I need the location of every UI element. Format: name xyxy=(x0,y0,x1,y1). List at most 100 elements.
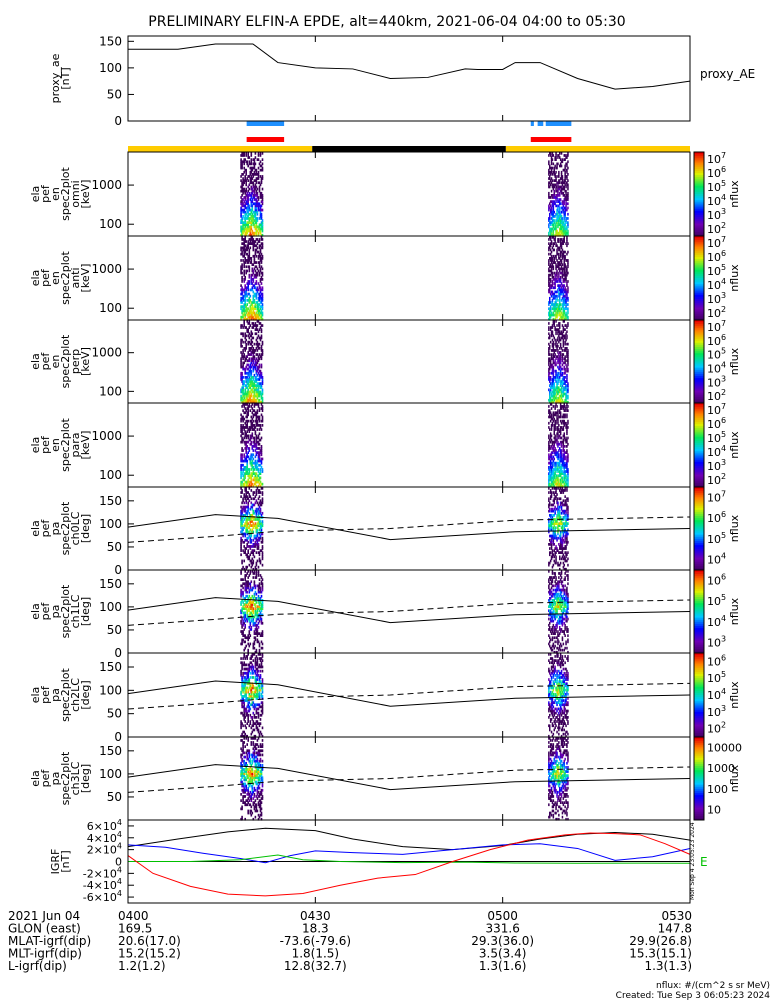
spectrogram-pixel xyxy=(565,509,567,513)
spectrogram-pixel xyxy=(550,484,553,488)
spectrogram-pixel xyxy=(566,438,568,442)
spectrogram-pixel xyxy=(561,324,564,327)
spectrogram-pixel xyxy=(257,196,260,199)
spectrogram-pixel xyxy=(249,227,252,231)
spectrogram-pixel xyxy=(244,603,246,606)
spectrogram-pixel xyxy=(243,204,245,208)
spectrogram-pixel xyxy=(556,204,558,208)
spectrogram-pixel xyxy=(248,191,251,195)
spectrogram-pixel xyxy=(560,449,563,452)
spectrogram-pixel xyxy=(552,509,555,513)
spectrogram-pixel xyxy=(550,434,553,438)
spectrogram-pixel xyxy=(559,468,562,471)
spectrogram-pixel xyxy=(567,361,569,365)
spectrogram-pixel xyxy=(556,294,558,298)
spectrogram-pixel xyxy=(246,363,248,367)
spectrogram-pixel xyxy=(242,154,244,157)
spectrogram-pixel xyxy=(565,392,567,396)
spectrogram-pixel xyxy=(563,484,565,488)
spectrogram-pixel xyxy=(246,532,248,536)
spectrogram-pixel xyxy=(247,555,249,559)
spectrogram-pixel xyxy=(556,434,558,438)
spectrogram-pixel xyxy=(559,449,562,452)
spectrogram-pixel xyxy=(560,246,563,250)
spectrogram-pixel xyxy=(244,309,246,313)
spectrogram-pixel xyxy=(550,355,553,358)
spectrogram-pixel xyxy=(243,482,245,486)
spectrogram-pixel xyxy=(243,221,245,224)
spectrogram-pixel xyxy=(552,313,555,317)
colorbar-cell xyxy=(694,538,704,542)
spectrogram-pixel xyxy=(250,187,253,191)
spectrogram-pixel xyxy=(255,288,258,292)
spectrogram-pixel xyxy=(554,472,556,475)
spectrogram-pixel xyxy=(559,181,561,185)
spectrogram-pixel xyxy=(253,390,256,394)
spectrogram-pixel xyxy=(566,403,568,406)
spectrogram-pixel xyxy=(259,369,262,373)
spectrogram-pixel xyxy=(554,551,556,554)
spectrogram-pixel xyxy=(246,497,248,501)
spectrogram-pixel xyxy=(548,154,550,157)
spectrogram-pixel xyxy=(253,545,256,548)
spectrogram-pixel xyxy=(561,284,564,287)
spectrogram-pixel xyxy=(259,373,262,377)
spectrogram-pixel xyxy=(259,206,262,210)
spectrogram-pixel xyxy=(556,328,558,331)
spectrogram-pixel xyxy=(563,474,565,478)
spectrogram-pixel xyxy=(563,434,565,438)
spectrogram-pixel xyxy=(566,294,568,298)
spectrogram-pixel xyxy=(552,536,555,540)
spectrogram-pixel xyxy=(556,516,558,519)
spectrogram-pixel xyxy=(255,468,258,471)
spectrogram-pixel xyxy=(563,466,565,469)
spectrogram-pixel xyxy=(557,208,559,212)
spectrogram-pixel xyxy=(254,567,257,571)
spectrogram-pixel xyxy=(258,227,261,231)
spectrogram-pixel xyxy=(563,212,565,216)
spectrogram-pixel xyxy=(260,257,263,260)
spectrogram-pixel xyxy=(259,191,262,195)
spectrogram-pixel xyxy=(559,376,561,379)
spectrogram-pixel xyxy=(244,403,246,406)
spectrogram-pixel xyxy=(245,419,247,423)
spectrogram-pixel xyxy=(259,534,262,538)
spectrogram-pixel xyxy=(560,520,563,523)
spectrogram-pixel xyxy=(563,261,565,264)
spectrogram-pixel xyxy=(560,405,563,408)
spectrogram-pixel xyxy=(250,524,253,527)
spectrogram-pixel xyxy=(548,252,550,256)
spectrogram-pixel xyxy=(241,162,243,166)
spectrogram-pixel xyxy=(245,398,247,402)
spectrogram-pixel xyxy=(563,328,565,331)
spectrogram-pixel xyxy=(240,578,242,581)
spectrogram-pixel xyxy=(556,229,558,233)
spectrogram-pixel xyxy=(253,244,256,248)
colorbar-cell xyxy=(694,376,704,379)
spectrogram-pixel xyxy=(261,380,264,383)
spectrogram-pixel xyxy=(561,206,564,210)
spectrogram-pixel xyxy=(240,463,242,467)
spectrogram-pixel xyxy=(552,474,555,478)
spectrogram-pixel xyxy=(564,509,566,513)
spectrogram-pixel xyxy=(564,315,566,319)
colorbar-cell xyxy=(694,549,704,552)
spectrogram-pixel xyxy=(242,380,244,383)
spectrogram-pixel xyxy=(559,261,561,264)
spectrogram-pixel xyxy=(553,522,555,525)
spectrogram-pixel xyxy=(243,223,245,227)
spectrogram-pixel xyxy=(251,215,254,218)
spectrogram-pixel xyxy=(243,158,245,161)
spectrogram-pixel xyxy=(240,453,242,457)
y-axis-label: [nT] xyxy=(59,67,72,89)
spectrogram-pixel xyxy=(255,168,258,172)
spectrogram-pixel xyxy=(559,415,561,419)
spectrogram-pixel xyxy=(548,482,550,486)
spectrogram-pixel xyxy=(241,355,243,358)
spectrogram-pixel xyxy=(561,305,564,308)
spectrogram-pixel xyxy=(248,599,251,602)
spectrogram-pixel xyxy=(240,227,242,231)
spectrogram-pixel xyxy=(565,388,567,392)
spectrogram-pixel xyxy=(563,307,565,311)
spectrogram-pixel xyxy=(257,166,260,170)
